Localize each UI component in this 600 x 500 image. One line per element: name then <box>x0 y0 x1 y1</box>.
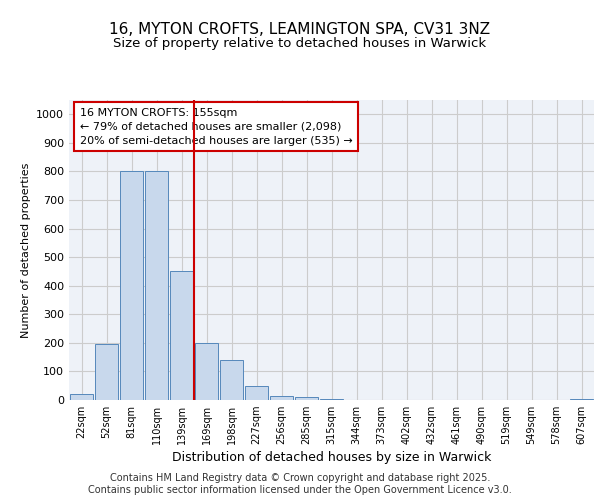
Bar <box>170 272 193 400</box>
Bar <box>95 344 118 400</box>
Bar <box>295 397 318 400</box>
Bar <box>270 396 293 400</box>
Y-axis label: Number of detached properties: Number of detached properties <box>20 162 31 338</box>
Text: Size of property relative to detached houses in Warwick: Size of property relative to detached ho… <box>113 38 487 51</box>
Bar <box>570 398 593 400</box>
Text: 16 MYTON CROFTS: 155sqm
← 79% of detached houses are smaller (2,098)
20% of semi: 16 MYTON CROFTS: 155sqm ← 79% of detache… <box>79 108 352 146</box>
Bar <box>195 343 218 400</box>
Bar <box>220 360 243 400</box>
Bar <box>320 398 343 400</box>
Bar <box>245 386 268 400</box>
Text: Contains HM Land Registry data © Crown copyright and database right 2025.
Contai: Contains HM Land Registry data © Crown c… <box>88 474 512 495</box>
Bar <box>70 394 93 400</box>
Bar <box>145 172 168 400</box>
Text: 16, MYTON CROFTS, LEAMINGTON SPA, CV31 3NZ: 16, MYTON CROFTS, LEAMINGTON SPA, CV31 3… <box>109 22 491 38</box>
Bar <box>120 172 143 400</box>
X-axis label: Distribution of detached houses by size in Warwick: Distribution of detached houses by size … <box>172 452 491 464</box>
